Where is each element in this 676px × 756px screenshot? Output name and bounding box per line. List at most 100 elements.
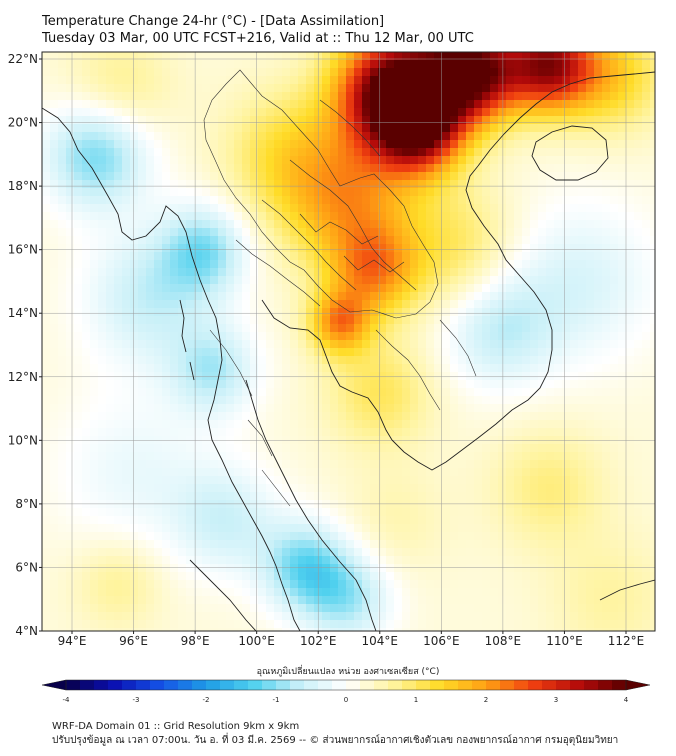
field-cell (506, 300, 515, 309)
field-cell (146, 516, 155, 525)
field-cell (482, 380, 491, 389)
field-cell (50, 164, 59, 173)
field-cell (58, 204, 67, 213)
field-cell (530, 364, 539, 373)
field-cell (74, 196, 83, 205)
field-cell (282, 60, 291, 69)
field-cell (178, 252, 187, 261)
field-cell (418, 468, 427, 477)
field-cell (506, 76, 515, 85)
field-cell (418, 444, 427, 453)
field-cell (202, 564, 211, 573)
field-cell (322, 268, 331, 277)
field-cell (42, 180, 51, 189)
field-cell (426, 60, 435, 69)
field-cell (218, 196, 227, 205)
field-cell (122, 420, 131, 429)
field-cell (546, 348, 555, 357)
field-cell (554, 404, 563, 413)
field-cell (546, 460, 555, 469)
field-cell (642, 156, 651, 165)
field-cell (626, 76, 635, 85)
field-cell (42, 444, 51, 453)
field-cell (450, 316, 459, 325)
field-cell (506, 220, 515, 229)
field-cell (114, 364, 123, 373)
field-cell (426, 492, 435, 501)
field-cell (450, 388, 459, 397)
field-cell (490, 172, 499, 181)
field-cell (138, 132, 147, 141)
field-cell (346, 268, 355, 277)
field-cell (266, 84, 275, 93)
field-cell (618, 452, 627, 461)
field-cell (242, 492, 251, 501)
field-cell (586, 260, 595, 269)
field-cell (82, 420, 91, 429)
field-cell (42, 292, 51, 301)
field-cell (650, 380, 655, 389)
field-cell (290, 188, 299, 197)
field-cell (498, 108, 507, 117)
field-cell (562, 484, 571, 493)
field-cell (602, 212, 611, 221)
field-cell (394, 308, 403, 317)
field-cell (498, 172, 507, 181)
field-cell (282, 332, 291, 341)
field-cell (138, 372, 147, 381)
field-cell (554, 364, 563, 373)
field-cell (250, 108, 259, 117)
field-cell (402, 332, 411, 341)
field-cell (434, 508, 443, 517)
field-cell (266, 188, 275, 197)
field-cell (114, 76, 123, 85)
field-cell (282, 228, 291, 237)
field-cell (146, 468, 155, 477)
field-cell (130, 308, 139, 317)
field-cell (546, 332, 555, 341)
field-cell (234, 388, 243, 397)
field-cell (482, 420, 491, 429)
field-cell (402, 324, 411, 333)
field-cell (306, 300, 315, 309)
field-cell (522, 212, 531, 221)
field-cell (466, 132, 475, 141)
field-cell (458, 148, 467, 157)
field-cell (66, 148, 75, 157)
field-cell (434, 148, 443, 157)
field-cell (482, 140, 491, 149)
field-cell (602, 492, 611, 501)
field-cell (474, 236, 483, 245)
field-cell (474, 300, 483, 309)
field-cell (210, 364, 219, 373)
field-cell (562, 444, 571, 453)
field-cell (58, 484, 67, 493)
field-cell (618, 196, 627, 205)
field-cell (98, 460, 107, 469)
field-cell (418, 68, 427, 77)
field-cell (226, 92, 235, 101)
field-cell (442, 164, 451, 173)
field-cell (306, 308, 315, 317)
field-cell (114, 52, 123, 61)
field-cell (626, 172, 635, 181)
field-cell (98, 156, 107, 165)
field-cell (546, 212, 555, 221)
field-cell (58, 268, 67, 277)
field-cell (138, 556, 147, 565)
field-cell (586, 52, 595, 61)
field-cell (570, 68, 579, 77)
field-cell (450, 212, 459, 221)
field-cell (458, 324, 467, 333)
field-cell (178, 476, 187, 485)
field-cell (354, 564, 363, 573)
field-cell (338, 340, 347, 349)
field-cell (162, 156, 171, 165)
field-cell (458, 404, 467, 413)
field-cell (602, 268, 611, 277)
field-cell (514, 252, 523, 261)
field-cell (514, 156, 523, 165)
field-cell (138, 108, 147, 117)
field-cell (610, 180, 619, 189)
field-cell (394, 76, 403, 85)
